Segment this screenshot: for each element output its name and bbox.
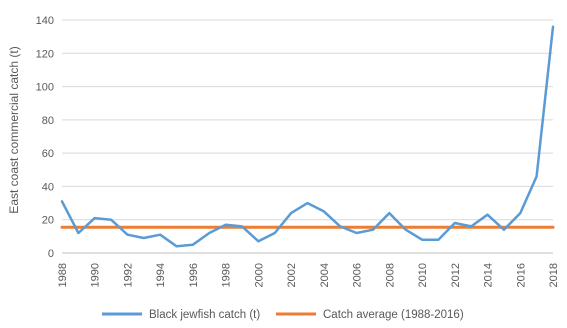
x-tick-label-2000: 2000 [253,263,265,287]
y-tick-label-60: 60 [42,148,54,160]
x-tick-label-2014: 2014 [483,263,495,287]
legend: Black jewfish catch (t) Catch average (1… [102,309,464,321]
x-tick-label-2006: 2006 [352,263,364,287]
y-tick-labels: 0 20 40 60 80 100 120 140 [36,15,54,260]
x-tick-label-2018: 2018 [548,263,560,287]
x-tick-label-2002: 2002 [286,263,298,287]
x-tick-label-2012: 2012 [450,263,462,287]
y-axis-title: East coast commercial catch (t) [7,46,21,213]
x-tick-label-2010: 2010 [417,263,429,287]
legend-label-black-jewfish: Black jewfish catch (t) [149,309,260,321]
x-tick-label-1990: 1990 [90,263,102,287]
y-tick-label-40: 40 [42,181,54,193]
y-tick-label-0: 0 [48,248,54,260]
x-tick-labels: 1988 1990 1992 1994 1996 1998 2000 2002 2004 2006… [57,263,560,287]
x-tick-label-2004: 2004 [319,263,331,287]
y-tick-label-120: 120 [36,48,54,60]
x-tick-label-1996: 1996 [188,263,200,287]
x-tick-label-1992: 1992 [122,263,134,287]
x-tick-label-2008: 2008 [384,263,396,287]
x-tick-label-2016: 2016 [515,263,527,287]
y-tick-label-140: 140 [36,15,54,27]
gridlines [62,19,553,254]
y-tick-label-20: 20 [42,215,54,227]
legend-label-catch-average: Catch average (1988-2016) [323,309,464,321]
x-tick-label-1988: 1988 [57,263,69,287]
black-jewfish-catch-line [60,25,555,248]
y-tick-label-100: 100 [36,82,54,94]
x-tick-label-1998: 1998 [221,263,233,287]
x-tick-label-1994: 1994 [155,263,167,287]
y-tick-label-80: 80 [42,115,54,127]
series-lines [60,25,555,248]
